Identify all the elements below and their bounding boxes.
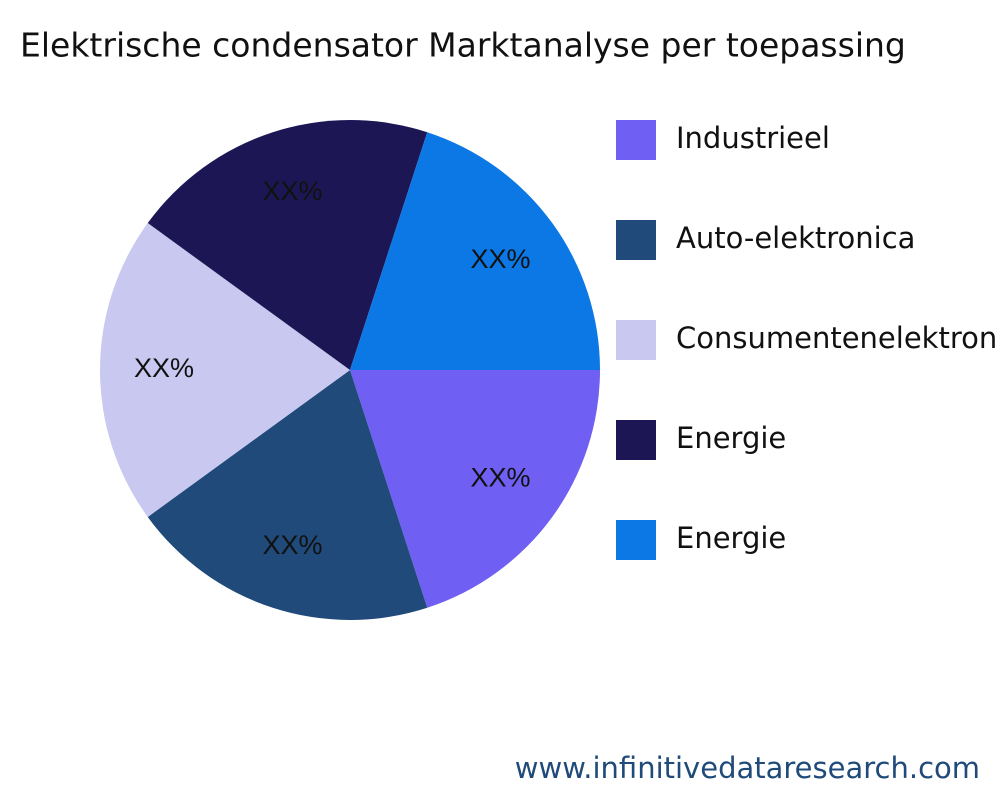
chart-title: Elektrische condensator Marktanalyse per… (20, 26, 906, 65)
legend-label: Industrieel (676, 121, 830, 155)
pie-slice (350, 132, 600, 370)
slice-label: XX% (263, 530, 323, 560)
legend-label: Energie (676, 521, 786, 555)
legend-swatch (616, 420, 656, 460)
legend-label: Consumentenelektronica (676, 321, 1000, 355)
legend-swatch (616, 320, 656, 360)
slice-label: XX% (134, 353, 194, 383)
legend-swatch (616, 520, 656, 560)
pie-slice (147, 120, 428, 370)
pie-slice (147, 370, 428, 620)
legend-label: Auto-elektronica (676, 221, 915, 255)
slice-label: XX% (470, 462, 530, 492)
pie-slice (100, 223, 350, 517)
slice-label: XX% (263, 176, 323, 206)
legend-swatch (616, 120, 656, 160)
pie-slice (350, 370, 600, 608)
legend-label: Energie (676, 421, 786, 455)
footer: www.infinitivedataresearch.com (515, 751, 980, 785)
slice-label: XX% (470, 244, 530, 274)
legend-swatch (616, 220, 656, 260)
